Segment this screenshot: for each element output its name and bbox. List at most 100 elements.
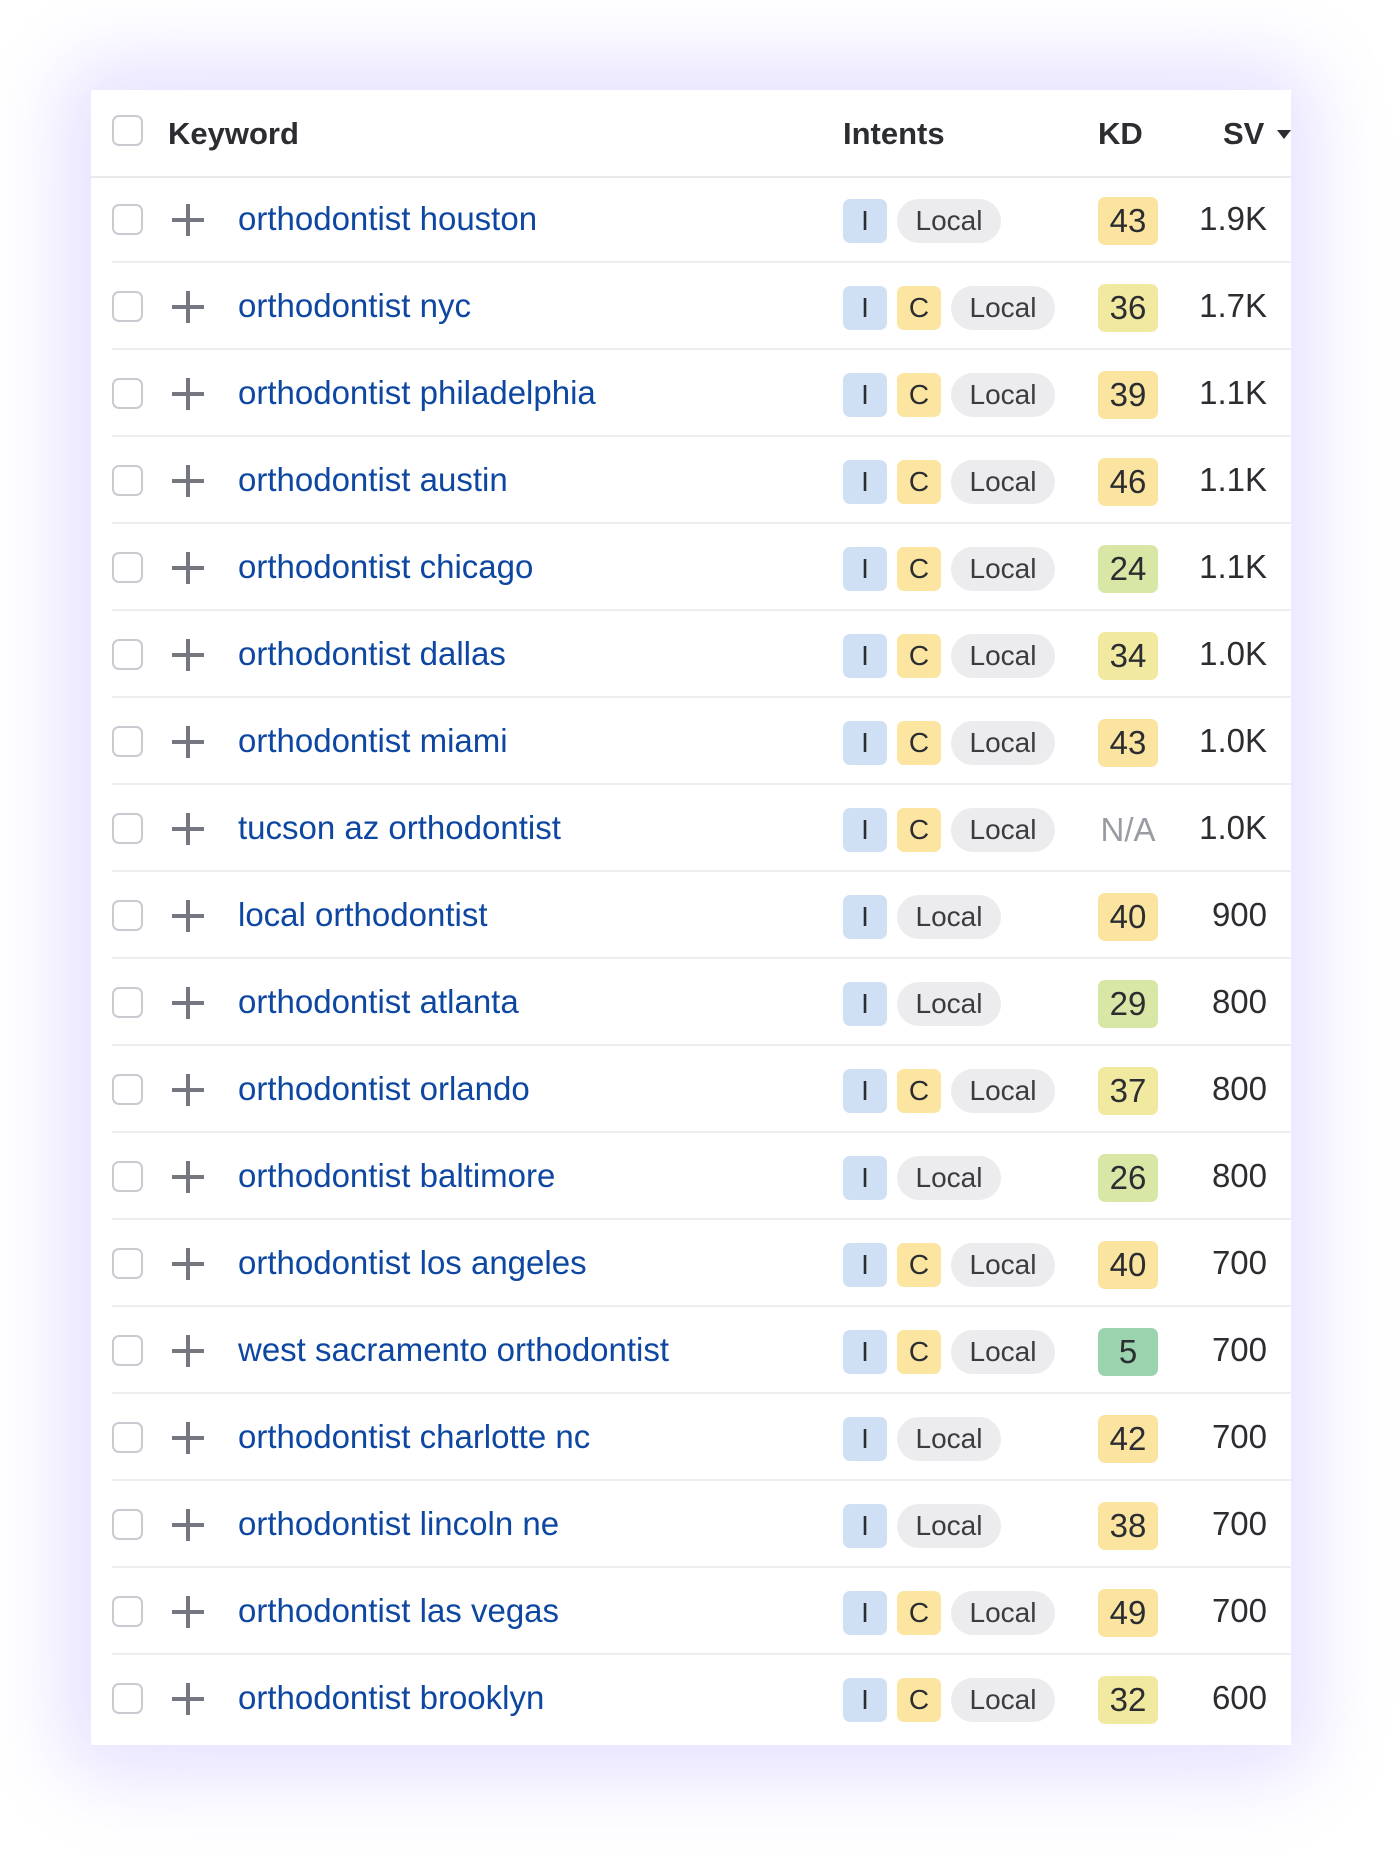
search-volume: 800 xyxy=(1211,1070,1267,1107)
row-checkbox[interactable] xyxy=(112,552,143,583)
plus-icon[interactable] xyxy=(172,1596,204,1628)
search-volume: 600 xyxy=(1211,1679,1267,1716)
row-checkbox[interactable] xyxy=(112,1509,143,1540)
row-checkbox[interactable] xyxy=(112,1161,143,1192)
intent-local-badge: Local xyxy=(951,286,1055,330)
kd-badge: 43 xyxy=(1098,719,1158,767)
keyword-link[interactable]: orthodontist miami xyxy=(238,722,508,759)
row-checkbox[interactable] xyxy=(112,378,143,409)
plus-icon[interactable] xyxy=(172,1422,204,1454)
plus-icon[interactable] xyxy=(172,552,204,584)
plus-icon[interactable] xyxy=(172,639,204,671)
intent-informational-badge: I xyxy=(843,1069,887,1113)
search-volume: 1.7K xyxy=(1199,287,1267,324)
plus-icon[interactable] xyxy=(172,726,204,758)
row-checkbox[interactable] xyxy=(112,1422,143,1453)
row-checkbox[interactable] xyxy=(112,1596,143,1627)
plus-icon[interactable] xyxy=(172,1074,204,1106)
intent-informational-badge: I xyxy=(843,1504,887,1548)
plus-icon[interactable] xyxy=(172,987,204,1019)
intent-commercial-badge: C xyxy=(897,1591,941,1635)
intent-commercial-badge: C xyxy=(897,808,941,852)
kd-column-header[interactable]: KD xyxy=(1098,116,1143,151)
plus-icon[interactable] xyxy=(172,465,204,497)
search-volume: 900 xyxy=(1211,896,1267,933)
search-volume: 1.1K xyxy=(1199,548,1267,585)
row-divider xyxy=(112,522,1291,524)
keyword-link[interactable]: orthodontist orlando xyxy=(238,1070,530,1107)
intent-informational-badge: I xyxy=(843,1243,887,1287)
intent-informational-badge: I xyxy=(843,982,887,1026)
row-checkbox[interactable] xyxy=(112,1248,143,1279)
row-checkbox[interactable] xyxy=(112,900,143,931)
keyword-link[interactable]: orthodontist lincoln ne xyxy=(238,1505,560,1542)
keyword-link[interactable]: west sacramento orthodontist xyxy=(238,1331,670,1368)
keyword-link[interactable]: orthodontist las vegas xyxy=(238,1592,560,1629)
keyword-link[interactable]: orthodontist los angeles xyxy=(238,1244,587,1281)
keyword-link[interactable]: orthodontist houston xyxy=(238,200,538,237)
row-checkbox[interactable] xyxy=(112,639,143,670)
kd-badge: 40 xyxy=(1098,1241,1158,1289)
table-row: orthodontist baltimore I Local 26 800 xyxy=(91,1133,1291,1220)
row-checkbox[interactable] xyxy=(112,1335,143,1366)
table-row: local orthodontist I Local 40 900 xyxy=(91,872,1291,959)
row-divider xyxy=(112,1566,1291,1568)
plus-icon[interactable] xyxy=(172,1683,204,1715)
plus-icon[interactable] xyxy=(172,291,204,323)
intent-informational-badge: I xyxy=(843,1417,887,1461)
plus-icon[interactable] xyxy=(172,378,204,410)
keyword-link[interactable]: orthodontist baltimore xyxy=(238,1157,556,1194)
intent-local-badge: Local xyxy=(897,199,1001,243)
keyword-link[interactable]: orthodontist charlotte nc xyxy=(238,1418,591,1455)
intent-commercial-badge: C xyxy=(897,1330,941,1374)
row-checkbox[interactable] xyxy=(112,1074,143,1105)
plus-icon[interactable] xyxy=(172,1161,204,1193)
keyword-link[interactable]: orthodontist nyc xyxy=(238,287,471,324)
plus-icon[interactable] xyxy=(172,1248,204,1280)
intent-local-badge: Local xyxy=(951,373,1055,417)
intent-local-badge: Local xyxy=(951,1591,1055,1635)
intents-column-header[interactable]: Intents xyxy=(843,116,945,151)
keyword-link[interactable]: orthodontist austin xyxy=(238,461,508,498)
plus-icon[interactable] xyxy=(172,900,204,932)
plus-icon[interactable] xyxy=(172,204,204,236)
kd-badge: 43 xyxy=(1098,197,1158,245)
intent-local-badge: Local xyxy=(951,547,1055,591)
keyword-link[interactable]: orthodontist dallas xyxy=(238,635,506,672)
keyword-link[interactable]: orthodontist brooklyn xyxy=(238,1679,545,1716)
row-checkbox[interactable] xyxy=(112,1683,143,1714)
caret-down-icon[interactable] xyxy=(1277,130,1291,139)
intent-local-badge: Local xyxy=(897,1156,1001,1200)
select-all-checkbox[interactable] xyxy=(112,115,143,146)
intent-informational-badge: I xyxy=(843,373,887,417)
kd-badge: 32 xyxy=(1098,1676,1158,1724)
keyword-column-header[interactable]: Keyword xyxy=(168,116,299,151)
kd-badge: 34 xyxy=(1098,632,1158,680)
row-divider xyxy=(112,1305,1291,1307)
keyword-link[interactable]: local orthodontist xyxy=(238,896,488,933)
plus-icon[interactable] xyxy=(172,813,204,845)
table-row: orthodontist charlotte nc I Local 42 700 xyxy=(91,1394,1291,1481)
table-row: orthodontist austin I C Local 46 1.1K xyxy=(91,437,1291,524)
row-checkbox[interactable] xyxy=(112,204,143,235)
plus-icon[interactable] xyxy=(172,1335,204,1367)
row-checkbox[interactable] xyxy=(112,987,143,1018)
intent-commercial-badge: C xyxy=(897,373,941,417)
table-row: orthodontist houston I Local 43 1.9K xyxy=(91,176,1291,263)
search-volume: 700 xyxy=(1211,1331,1267,1368)
table-row: orthodontist miami I C Local 43 1.0K xyxy=(91,698,1291,785)
keyword-link[interactable]: orthodontist chicago xyxy=(238,548,534,585)
keyword-link[interactable]: tucson az orthodontist xyxy=(238,809,561,846)
row-checkbox[interactable] xyxy=(112,465,143,496)
sv-column-header[interactable]: SV xyxy=(1223,116,1265,151)
intent-commercial-badge: C xyxy=(897,1069,941,1113)
intent-informational-badge: I xyxy=(843,634,887,678)
table-row: orthodontist las vegas I C Local 49 700 xyxy=(91,1568,1291,1655)
plus-icon[interactable] xyxy=(172,1509,204,1541)
keyword-link[interactable]: orthodontist atlanta xyxy=(238,983,519,1020)
row-checkbox[interactable] xyxy=(112,726,143,757)
row-checkbox[interactable] xyxy=(112,291,143,322)
row-checkbox[interactable] xyxy=(112,813,143,844)
kd-badge: 38 xyxy=(1098,1502,1158,1550)
keyword-link[interactable]: orthodontist philadelphia xyxy=(238,374,596,411)
